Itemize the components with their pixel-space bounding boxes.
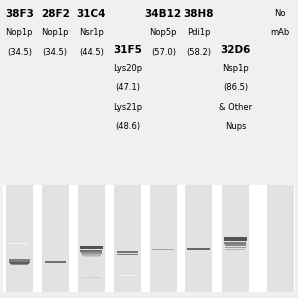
Bar — [150, 185, 177, 292]
Bar — [224, 237, 247, 241]
Bar — [225, 244, 246, 246]
Bar — [82, 277, 101, 278]
Text: Nop1p: Nop1p — [41, 28, 69, 37]
Bar — [114, 185, 141, 292]
Text: mAb: mAb — [271, 28, 290, 37]
Text: 31F5: 31F5 — [113, 45, 142, 55]
Bar — [9, 242, 30, 243]
Bar — [45, 261, 66, 263]
Text: Nop1p: Nop1p — [6, 28, 33, 37]
Bar — [78, 185, 105, 292]
Bar — [3, 185, 295, 292]
Bar — [11, 264, 28, 265]
Bar — [83, 256, 100, 257]
Bar — [81, 252, 102, 254]
Text: (44.5): (44.5) — [79, 48, 104, 57]
Bar — [185, 185, 212, 292]
Bar — [187, 248, 210, 250]
Bar — [117, 254, 138, 255]
Text: Lys20p: Lys20p — [113, 64, 142, 73]
Text: No: No — [274, 9, 286, 18]
Text: Nsr1p: Nsr1p — [79, 28, 104, 37]
Bar — [267, 185, 294, 292]
Text: Nsp1p: Nsp1p — [222, 64, 249, 73]
Bar — [9, 259, 30, 263]
Text: 34B12: 34B12 — [145, 9, 182, 19]
Bar — [152, 249, 174, 250]
Text: (34.5): (34.5) — [7, 48, 32, 57]
Text: 28F2: 28F2 — [41, 9, 69, 19]
Bar — [226, 249, 245, 250]
Text: & Other: & Other — [219, 103, 252, 112]
Text: (58.2): (58.2) — [186, 48, 211, 57]
Text: (34.5): (34.5) — [43, 48, 68, 57]
Text: 38F3: 38F3 — [5, 9, 34, 19]
Bar — [222, 185, 249, 292]
Bar — [80, 250, 103, 252]
Text: 32D6: 32D6 — [220, 45, 251, 55]
Text: Pdi1p: Pdi1p — [187, 28, 210, 37]
Bar — [42, 185, 69, 292]
Text: Nups: Nups — [225, 122, 246, 131]
Bar — [10, 243, 29, 244]
Text: (57.0): (57.0) — [151, 48, 176, 57]
Bar — [225, 247, 246, 248]
Bar — [80, 246, 103, 249]
Text: (86.5): (86.5) — [223, 83, 248, 92]
Bar — [224, 242, 246, 244]
Bar — [117, 252, 138, 253]
Text: Lys21p: Lys21p — [113, 103, 142, 112]
Bar — [6, 185, 33, 292]
Text: 31C4: 31C4 — [77, 9, 106, 19]
Bar — [82, 240, 101, 241]
Text: (48.6): (48.6) — [115, 122, 140, 131]
Bar — [119, 240, 136, 241]
Bar — [10, 262, 29, 264]
Text: 38H8: 38H8 — [184, 9, 214, 19]
Text: (47.1): (47.1) — [115, 83, 140, 92]
Bar — [82, 254, 101, 256]
Text: Nop5p: Nop5p — [150, 28, 177, 37]
Bar — [119, 275, 136, 276]
